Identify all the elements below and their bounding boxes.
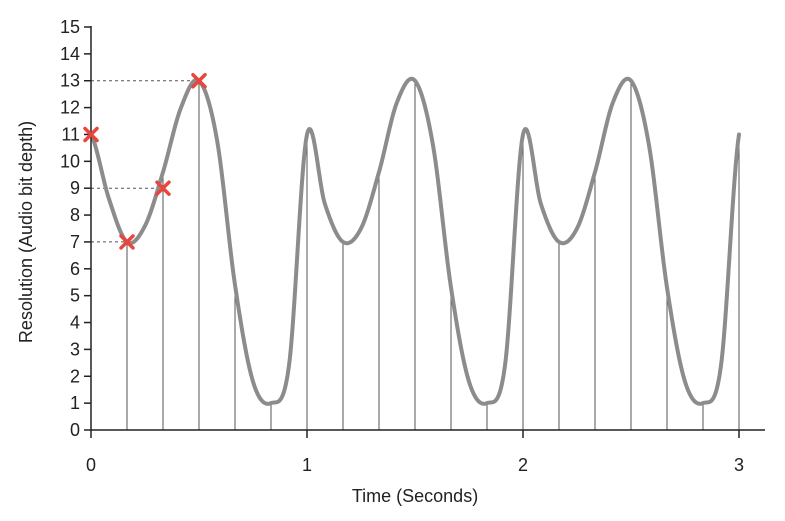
- x-ticks: 0 1 2 3: [86, 430, 744, 475]
- y-tick-label: 0: [70, 420, 80, 440]
- y-tick-label: 9: [70, 178, 80, 198]
- y-tick-label: 5: [70, 286, 80, 306]
- reference-lines: [91, 80, 199, 243]
- sample-marker: [83, 126, 99, 143]
- y-tick-label: 14: [60, 44, 80, 64]
- y-axis-label: Resolution (Audio bit depth): [16, 121, 36, 343]
- sample-marker: [191, 72, 207, 89]
- y-tick-label: 11: [61, 124, 80, 144]
- sample-marker: [155, 180, 171, 196]
- y-tick-label: 8: [70, 205, 80, 225]
- y-tick-label: 12: [60, 98, 80, 118]
- sample-lines: [90, 80, 740, 430]
- x-tick-label: 1: [302, 455, 312, 475]
- x-tick-label: 3: [734, 455, 744, 475]
- y-tick-label: 4: [70, 313, 80, 333]
- y-tick-label: 15: [60, 17, 80, 37]
- y-tick-label: 7: [70, 232, 80, 252]
- sample-marker: [119, 234, 135, 250]
- y-tick-label: 2: [70, 366, 80, 386]
- y-tick-label: 3: [70, 339, 80, 359]
- x-tick-label: 0: [86, 455, 96, 475]
- markers: [83, 72, 207, 250]
- y-tick-label: 6: [70, 259, 80, 279]
- y-tick-label: 13: [60, 71, 80, 91]
- x-tick-label: 2: [518, 455, 528, 475]
- axes: [90, 26, 765, 431]
- y-tick-label: 1: [70, 393, 80, 413]
- y-tick-label: 10: [60, 151, 80, 171]
- x-axis-label: Time (Seconds): [352, 486, 478, 506]
